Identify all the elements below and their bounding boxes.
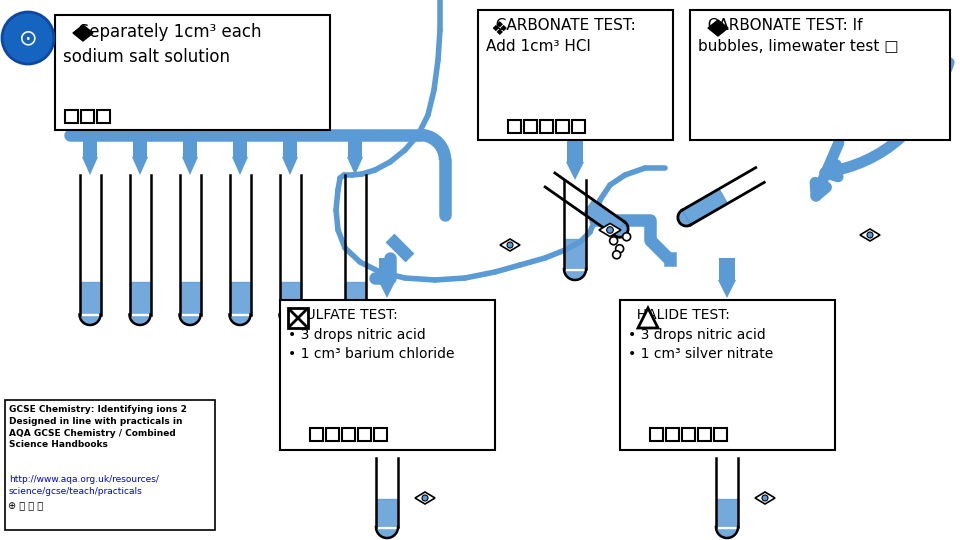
Polygon shape: [82, 157, 98, 175]
Polygon shape: [182, 157, 198, 175]
Bar: [310, 428, 323, 441]
Polygon shape: [567, 140, 583, 162]
Text: ⊕ ⓘ ⓢ ⓞ: ⊕ ⓘ ⓢ ⓞ: [8, 500, 43, 510]
Polygon shape: [584, 200, 625, 236]
Polygon shape: [83, 135, 97, 157]
Polygon shape: [347, 157, 363, 175]
Text: SULFATE TEST:
• 3 drops nitric acid
• 1 cm³ barium chloride: SULFATE TEST: • 3 drops nitric acid • 1 …: [288, 308, 454, 361]
Bar: [540, 120, 553, 133]
Bar: [572, 120, 585, 133]
Text: CARBONATE TEST:
Add 1cm³ HCl: CARBONATE TEST: Add 1cm³ HCl: [486, 18, 636, 54]
Polygon shape: [599, 224, 621, 237]
Bar: [556, 120, 569, 133]
Polygon shape: [376, 527, 398, 538]
Bar: [288, 308, 308, 328]
Polygon shape: [708, 20, 728, 36]
Bar: [524, 120, 537, 133]
Circle shape: [615, 245, 624, 253]
Circle shape: [422, 495, 428, 501]
Bar: [690, 10, 950, 140]
Polygon shape: [279, 314, 300, 325]
Polygon shape: [283, 135, 298, 157]
Polygon shape: [564, 269, 586, 280]
Bar: [508, 120, 521, 133]
Polygon shape: [233, 135, 248, 157]
Polygon shape: [348, 135, 362, 157]
Polygon shape: [860, 229, 880, 241]
Bar: [682, 428, 695, 441]
Bar: [478, 10, 673, 140]
Circle shape: [867, 232, 873, 238]
Polygon shape: [80, 314, 101, 325]
Bar: [81, 110, 94, 123]
Bar: [374, 428, 387, 441]
Bar: [5, 400, 215, 530]
Bar: [620, 300, 835, 450]
Bar: [280, 300, 495, 450]
Polygon shape: [719, 258, 735, 280]
Polygon shape: [566, 162, 584, 180]
Polygon shape: [683, 189, 728, 225]
Text: GCSE Chemistry: Identifying ions 2
Designed in line with practicals in
AQA GCSE : GCSE Chemistry: Identifying ions 2 Desig…: [9, 405, 187, 449]
Polygon shape: [500, 239, 520, 251]
Text: HALIDE TEST:
• 3 drops nitric acid
• 1 cm³ silver nitrate: HALIDE TEST: • 3 drops nitric acid • 1 c…: [628, 308, 773, 361]
Circle shape: [762, 495, 768, 501]
Polygon shape: [378, 280, 396, 298]
Text: CARBONATE TEST: If
bubbles, limewater test □: CARBONATE TEST: If bubbles, limewater te…: [698, 18, 899, 54]
Bar: [65, 110, 78, 123]
Bar: [666, 428, 679, 441]
Text: http://www.aqa.org.uk/resources/
science/gcse/teach/practicals: http://www.aqa.org.uk/resources/ science…: [9, 475, 158, 496]
Polygon shape: [232, 157, 248, 175]
Bar: [714, 428, 727, 441]
Polygon shape: [282, 157, 298, 175]
Polygon shape: [415, 492, 435, 504]
Polygon shape: [180, 314, 201, 325]
Circle shape: [507, 242, 513, 248]
Bar: [97, 110, 110, 123]
Circle shape: [610, 237, 617, 245]
Polygon shape: [132, 135, 147, 157]
Text: Separately 1cm³ each
sodium salt solution: Separately 1cm³ each sodium salt solutio…: [63, 23, 261, 66]
Polygon shape: [718, 280, 736, 298]
Polygon shape: [229, 314, 251, 325]
Circle shape: [607, 227, 613, 233]
Bar: [326, 428, 339, 441]
Text: ⊙: ⊙: [18, 28, 37, 48]
Polygon shape: [182, 135, 197, 157]
Polygon shape: [73, 25, 93, 41]
Polygon shape: [132, 157, 148, 175]
Polygon shape: [614, 222, 628, 237]
Polygon shape: [678, 210, 690, 226]
Circle shape: [612, 251, 620, 259]
Bar: [55, 15, 330, 130]
Polygon shape: [716, 527, 738, 538]
Circle shape: [623, 233, 631, 241]
Bar: [342, 428, 355, 441]
Polygon shape: [683, 167, 764, 225]
Circle shape: [2, 12, 54, 64]
Polygon shape: [130, 314, 151, 325]
Polygon shape: [638, 308, 658, 328]
Polygon shape: [379, 258, 396, 280]
Polygon shape: [755, 492, 775, 504]
Bar: [358, 428, 371, 441]
Polygon shape: [545, 173, 625, 236]
Text: ❖: ❖: [490, 20, 508, 39]
Polygon shape: [345, 314, 366, 325]
Bar: [650, 428, 663, 441]
Bar: [698, 428, 711, 441]
